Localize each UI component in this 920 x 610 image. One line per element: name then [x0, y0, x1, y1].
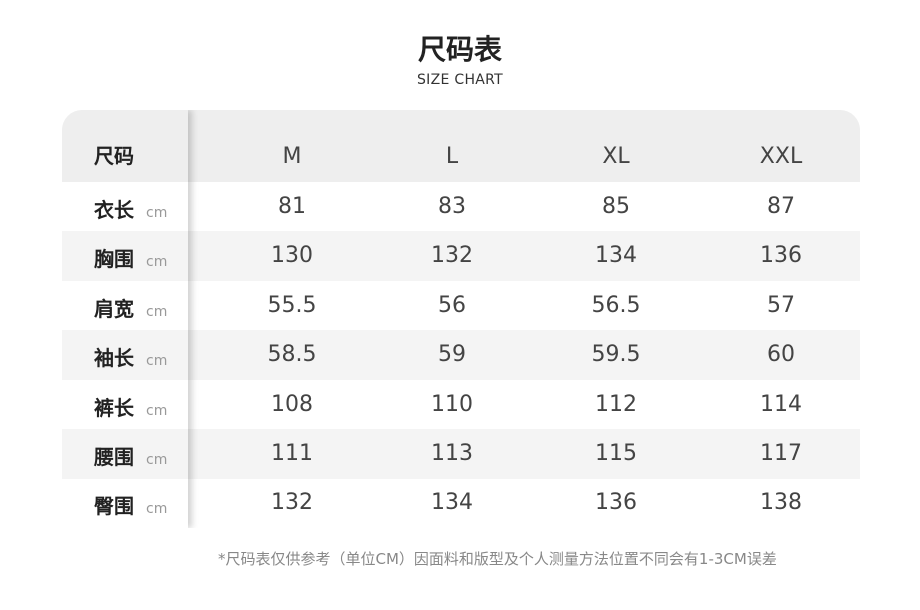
table-cell: 81 [278, 194, 306, 219]
unit-label: cm [146, 205, 168, 221]
table-cell: 58.5 [267, 342, 317, 368]
row-label: 裤长 cm [94, 392, 167, 421]
table-row [62, 330, 860, 381]
table-cell: 57 [767, 292, 795, 318]
table-cell: 114 [760, 391, 802, 417]
row-label-text: 袖长 [94, 346, 134, 371]
row-label-text: 裤长 [94, 395, 134, 420]
table-cell: 59 [438, 342, 466, 368]
table-cell: 134 [431, 490, 473, 516]
row-label: 肩宽 cm [94, 293, 167, 322]
table-row [62, 231, 860, 282]
table-cell: 134 [595, 243, 637, 269]
table-cell: 59.5 [591, 342, 641, 368]
page-title: 尺码表 [417, 33, 502, 66]
unit-label: cm [146, 402, 168, 419]
table-cell: 60 [767, 342, 795, 368]
table-cell: 136 [595, 490, 637, 516]
table-header-row [62, 110, 860, 182]
row-label: 腰围 cm [94, 441, 167, 470]
table-cell: 115 [595, 441, 637, 466]
table-cell: 132 [271, 490, 313, 516]
unit-label: cm [146, 452, 168, 468]
size-header-m: M [282, 144, 302, 169]
table-cell: 55.5 [267, 292, 317, 318]
row-label-text: 肩宽 [94, 296, 134, 321]
row-label: 臀围 cm [94, 490, 167, 519]
row-label: 胸围 cm [94, 243, 167, 272]
table-cell: 56 [438, 292, 466, 318]
table-cell: 83 [438, 194, 466, 219]
table-cell: 138 [760, 490, 802, 516]
page-subtitle: SIZE CHART [416, 72, 504, 88]
row-label: 衣长 cm [94, 194, 167, 223]
corner-label: 尺码 [94, 144, 134, 168]
table-cell: 110 [431, 391, 473, 417]
row-label-text: 腰围 [94, 445, 134, 469]
table-cell: 112 [595, 391, 637, 417]
row-label-text: 臀围 [94, 494, 134, 519]
table-cell: 132 [431, 243, 473, 269]
unit-label: cm [146, 353, 168, 370]
table-cell: 87 [767, 194, 795, 219]
table-cell: 113 [431, 441, 473, 466]
table-cell: 85 [602, 194, 630, 219]
unit-label: cm [146, 501, 168, 518]
table-cell: 111 [271, 441, 313, 466]
unit-label: cm [146, 303, 168, 320]
footnote: *尺码表仅供参考（单位CM）因面料和版型及个人测量方法位置不同会有1-3CM误差 [218, 550, 777, 568]
size-header-xxl: XXL [759, 144, 803, 169]
table-cell: 56.5 [591, 292, 641, 318]
table-cell: 130 [271, 243, 313, 269]
table-cell: 117 [760, 441, 802, 466]
row-label-text: 衣长 [94, 198, 134, 222]
size-header-xl: XL [602, 144, 630, 169]
size-header-l: L [445, 144, 459, 169]
size-chart-table: 尺码 M L XL XXL 衣长 cm 81 83 85 87 胸围 cm 130 132 134 136 肩宽… [62, 110, 860, 528]
table-cell: 108 [271, 391, 313, 417]
row-label: 袖长 cm [94, 342, 167, 371]
table-cell: 136 [760, 243, 802, 269]
unit-label: cm [146, 254, 168, 271]
row-label-text: 胸围 [94, 247, 134, 272]
table-row [62, 429, 860, 479]
